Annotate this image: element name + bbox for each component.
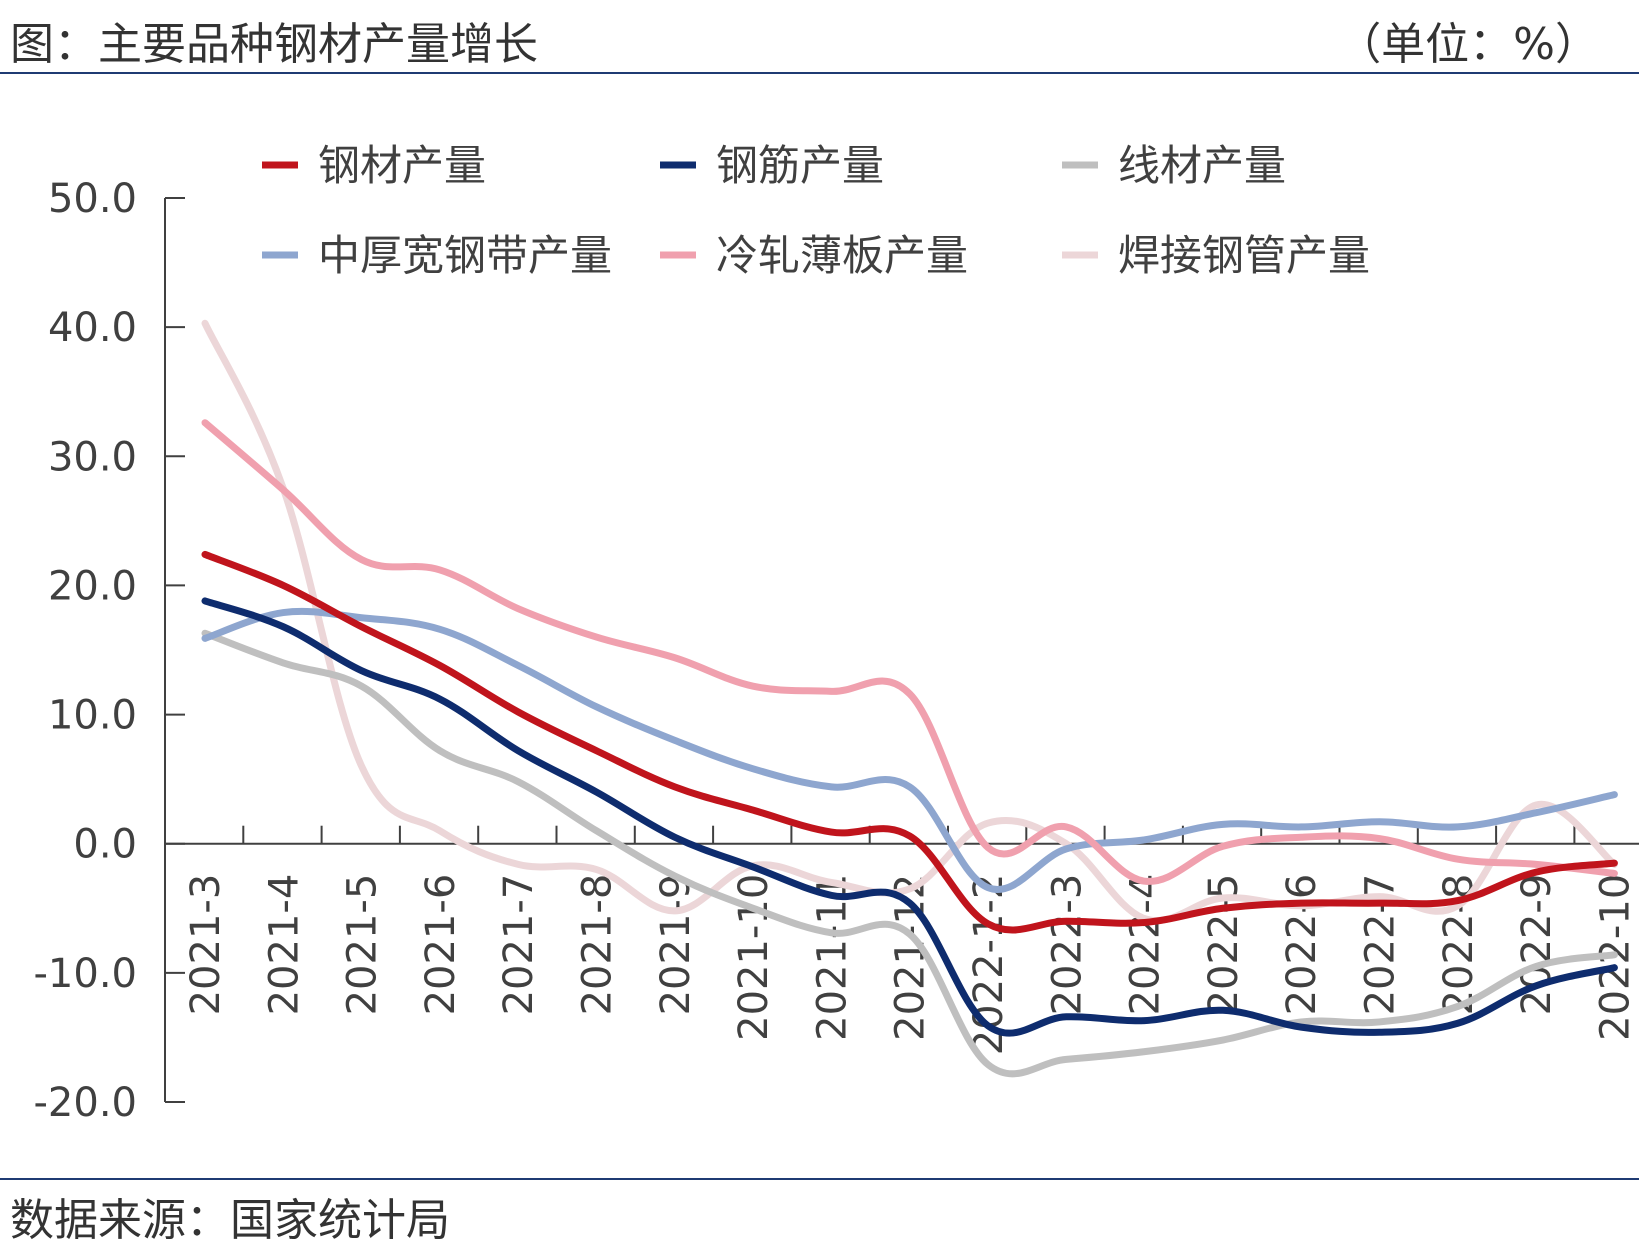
x-tick-label: 2021-3: [183, 874, 229, 1016]
x-axis: 2021-3 2021-4 2021-5 2021-6 2021-7 2021-8 2021…: [165, 825, 1639, 1055]
y-tick-label: 40.0: [48, 305, 137, 351]
x-tick-label: 2021-5: [340, 874, 386, 1016]
y-tick-label: 30.0: [48, 434, 137, 480]
chart-title: 图：主要品种钢材产量增长: [10, 19, 538, 70]
source-note: 数据来源：国家统计局: [10, 1195, 450, 1246]
legend-label: 钢材产量: [318, 141, 486, 190]
unit-label: （单位：%）: [1337, 19, 1599, 70]
x-tick-label: 2022-4: [1123, 874, 1169, 1016]
legend-label: 钢筋产量: [716, 141, 884, 190]
y-tick-label: 10.0: [48, 693, 137, 739]
legend-label: 线材产量: [1118, 141, 1286, 190]
series-lines: [201, 319, 1618, 1078]
x-tick-label: 2021-6: [418, 874, 464, 1016]
series-line-3: [201, 607, 1618, 893]
legend-label: 中厚宽钢带产量: [318, 231, 612, 280]
legend-label: 焊接钢管产量: [1118, 231, 1370, 280]
series-line-0: [201, 550, 1618, 934]
bottom-rule: [0, 1178, 1639, 1180]
x-tick-label: 2021-4: [261, 874, 307, 1016]
y-tick-label: 0.0: [73, 822, 137, 868]
y-tick-label: 20.0: [48, 563, 137, 609]
y-tick-label: -20.0: [34, 1080, 138, 1126]
x-tick-label: 2021-7: [496, 874, 542, 1016]
x-tick-label: 2021-10: [731, 874, 777, 1041]
series-line-2: [201, 629, 1618, 1078]
y-tick-label: -10.0: [34, 951, 138, 997]
legend-label: 冷轧薄板产量: [716, 231, 968, 280]
series-line-4: [201, 419, 1618, 885]
series-line-1: [201, 597, 1618, 1037]
x-tick-label: 2022-3: [1044, 874, 1090, 1016]
x-tick-label: 2021-11: [809, 874, 855, 1041]
x-tick-label: 2022-6: [1279, 874, 1325, 1016]
x-tick-label: 2021-8: [575, 874, 621, 1016]
top-rule: [0, 72, 1639, 74]
y-tick-label: 50.0: [48, 176, 137, 222]
y-axis: 50.0 40.0 30.0 20.0 10.0 0.0 -10.0 -20.0: [34, 176, 185, 1126]
x-tick-label: 2021-9: [653, 874, 699, 1016]
